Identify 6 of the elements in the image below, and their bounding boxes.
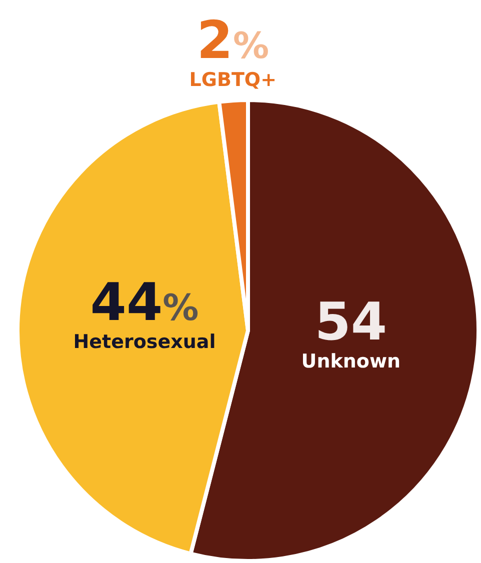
data-label: 2% (196, 11, 270, 71)
slice-label: Heterosexual (73, 330, 216, 353)
slice-label: Unknown (301, 350, 401, 372)
data-label: 54 (314, 292, 388, 352)
slice-label: LGBTQ+ (189, 69, 277, 91)
data-label: 44% (90, 272, 199, 333)
